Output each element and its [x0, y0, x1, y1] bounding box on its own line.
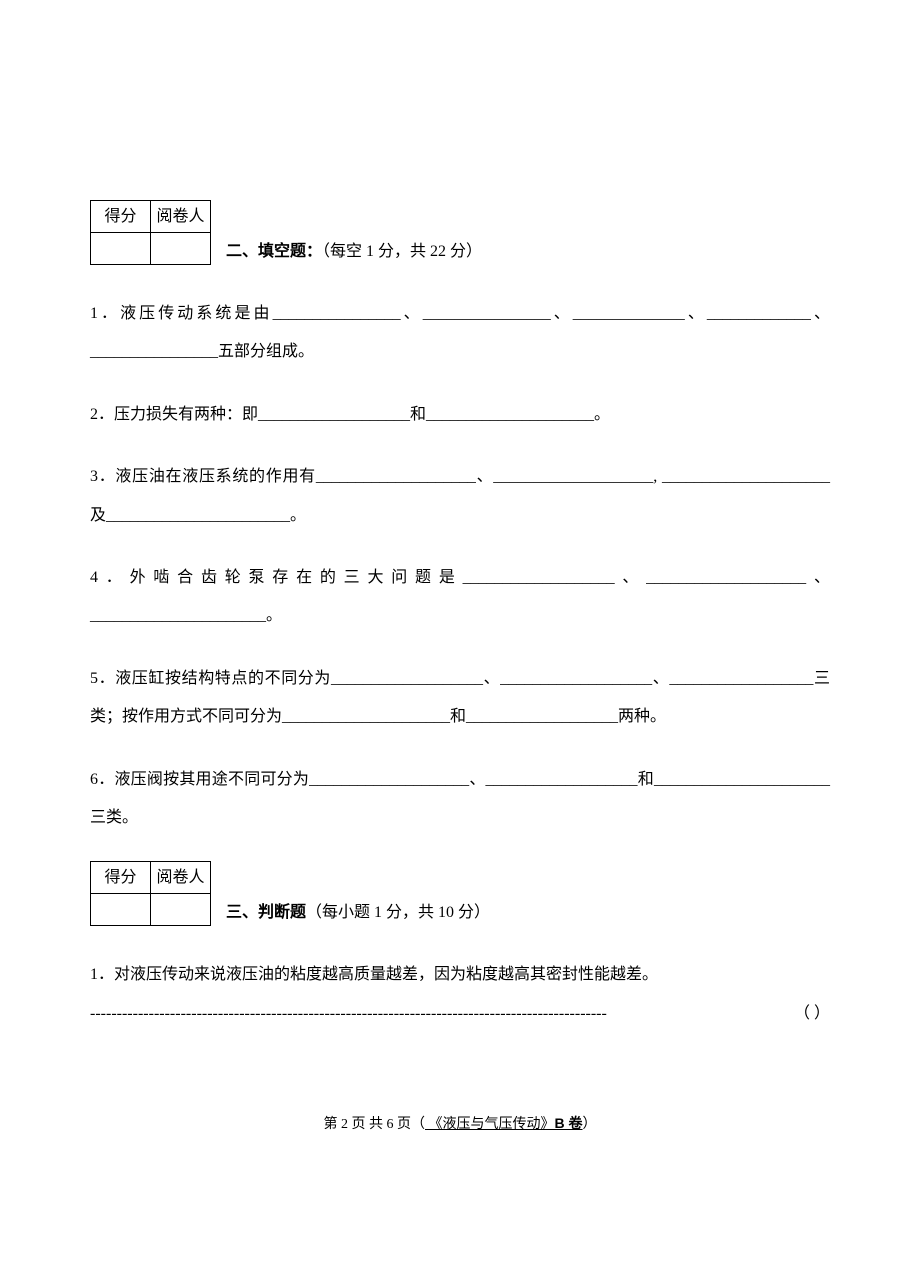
- footer-close-paren: ）: [583, 1117, 597, 1132]
- q3-text: 液压油在液压系统的作用有____________________、_______…: [90, 468, 830, 523]
- fill-question-6: 6．液压阀按其用途不同可分为____________________、_____…: [90, 761, 830, 838]
- q6-text: 液压阀按其用途不同可分为____________________、_______…: [90, 771, 830, 826]
- tf-q1-paren: （ ）: [794, 995, 830, 1033]
- q1-number: 1．: [90, 305, 120, 322]
- tf-q1-text: 对液压传动来说液压油的粘度越高质量越差，因为粘度越高其密封性能越差。: [114, 966, 658, 983]
- tf-q1-number: 1．: [90, 966, 114, 983]
- score-table-section-3: 得分 阅卷人: [90, 861, 211, 926]
- footer-page-text: 第 2 页 共 6 页（: [324, 1117, 426, 1132]
- section-2-title: 二、填空题：: [226, 243, 322, 260]
- page-footer: 第 2 页 共 6 页（ 《液压与气压传动》B 卷）: [90, 1113, 830, 1135]
- score-cell-points-3: [91, 894, 151, 926]
- score-header-points-3: 得分: [91, 862, 151, 894]
- score-cell-grader-3: [151, 894, 211, 926]
- q5-text: 液压缸按结构特点的不同分为___________________、_______…: [90, 670, 830, 725]
- section-2-header: 得分 阅卷人 二、填空题：（每空 1 分，共 22 分）: [90, 200, 830, 265]
- section-3-header: 得分 阅卷人 三、判断题（每小题 1 分，共 10 分）: [90, 861, 830, 926]
- score-cell-grader: [151, 233, 211, 265]
- score-header-grader: 阅卷人: [151, 201, 211, 233]
- q4-number: 4．: [90, 569, 130, 586]
- q5-number: 5．: [90, 670, 115, 687]
- section-2-scoring: （每空 1 分，共 22 分）: [322, 243, 482, 260]
- fill-question-1: 1．液压传动系统是由________________、_____________…: [90, 295, 830, 372]
- q1-text: 液压传动系统是由________________、_______________…: [90, 305, 830, 360]
- q4-text: 外啮合齿轮泵存在的三大问题是___________________、______…: [90, 569, 830, 624]
- q6-number: 6．: [90, 771, 114, 788]
- q2-text: 压力损失有两种：即___________________和___________…: [114, 406, 610, 423]
- fill-question-4: 4．外啮合齿轮泵存在的三大问题是___________________、____…: [90, 559, 830, 636]
- section-3-title: 三、判断题: [226, 904, 306, 921]
- q3-number: 3．: [90, 468, 115, 485]
- footer-paper-code: B 卷: [555, 1115, 583, 1131]
- score-header-grader-3: 阅卷人: [151, 862, 211, 894]
- score-cell-points: [91, 233, 151, 265]
- score-table-section-2: 得分 阅卷人: [90, 200, 211, 265]
- score-header-points: 得分: [91, 201, 151, 233]
- fill-question-2: 2．压力损失有两种：即___________________和_________…: [90, 396, 830, 434]
- tf-question-1: 1．对液压传动来说液压油的粘度越高质量越差，因为粘度越高其密封性能越差。 ---…: [90, 956, 830, 1033]
- section-3-scoring: （每小题 1 分，共 10 分）: [306, 904, 490, 921]
- fill-question-5: 5．液压缸按结构特点的不同分为___________________、_____…: [90, 660, 830, 737]
- footer-course: 《液压与气压传动》: [425, 1117, 555, 1132]
- q2-number: 2．: [90, 406, 114, 423]
- tf-q1-dashes: ----------------------------------------…: [90, 1005, 607, 1022]
- fill-question-3: 3．液压油在液压系统的作用有____________________、_____…: [90, 458, 830, 535]
